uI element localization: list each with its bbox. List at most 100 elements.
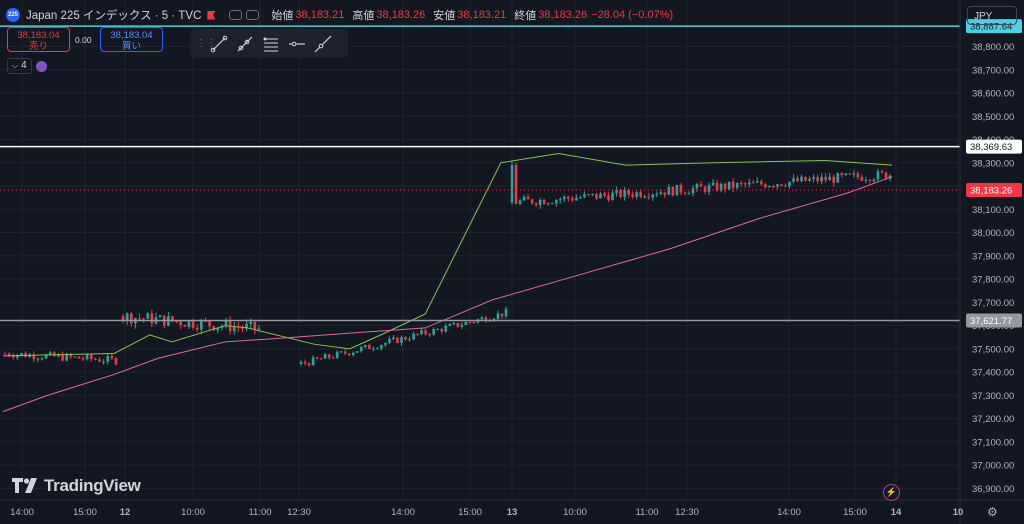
candle-body: [360, 347, 363, 352]
candle-body: [335, 351, 339, 358]
candle-body: [719, 183, 723, 191]
candle-body: [655, 194, 659, 196]
close-value: 38,183.26: [538, 9, 588, 21]
gear-icon[interactable]: ⚙: [987, 505, 998, 519]
candle-body: [880, 171, 884, 173]
y-tick-label: 38,500.00: [972, 112, 1014, 123]
indicators-row: ⌵ 4: [7, 58, 47, 74]
candle-body: [129, 313, 133, 324]
candle-body: [416, 333, 419, 335]
extended-line-tool-icon[interactable]: [310, 33, 336, 55]
y-tick-label: 38,800.00: [972, 42, 1014, 53]
candle-body: [856, 173, 860, 178]
candle-body: [788, 181, 791, 187]
y-tick-label: 38,100.00: [972, 205, 1014, 216]
candle-body: [432, 329, 435, 335]
price-label-box: [966, 182, 1022, 197]
candle-body: [860, 177, 864, 181]
y-tick-label: 38,000.00: [972, 228, 1014, 239]
candle-body: [868, 179, 872, 181]
menu-toggle-icon[interactable]: [246, 10, 260, 20]
candle-body: [534, 203, 538, 206]
y-tick-label: 38,700.00: [972, 65, 1014, 76]
sell-button[interactable]: 38,183.04 売り: [7, 27, 70, 52]
candle-body: [183, 325, 187, 327]
candle-body: [412, 333, 415, 340]
candle-body: [796, 178, 799, 182]
horizontal-line-tool-icon[interactable]: [284, 33, 310, 55]
ray-tool-icon[interactable]: [232, 33, 258, 55]
candle-body: [232, 326, 236, 332]
x-tick-label: 10:00: [181, 507, 205, 518]
tradingview-logo-icon: [12, 478, 37, 493]
fib-retracement-tool-icon[interactable]: [258, 33, 284, 55]
x-tick-label: 12:30: [675, 507, 699, 518]
candle-body: [343, 351, 347, 354]
candle-body: [468, 321, 472, 323]
candle-body: [735, 183, 739, 188]
y-tick-label: 37,300.00: [972, 391, 1014, 402]
candle-body: [77, 356, 81, 359]
candle-body: [245, 324, 248, 329]
candle-body: [191, 320, 195, 328]
symbol-legend[interactable]: 225 Japan 225 インデックス · 5 · TVC 始値 38,183…: [6, 7, 673, 23]
y-tick-label: 37,400.00: [972, 368, 1014, 379]
change-value: −28.04 (−0.07%): [591, 9, 674, 21]
candle-body: [372, 348, 375, 350]
candle-body: [639, 192, 642, 198]
buy-button[interactable]: 38,183.04 買い: [100, 27, 163, 52]
candle-body: [667, 186, 671, 195]
candle-body: [331, 357, 335, 359]
flag-icon[interactable]: [207, 10, 216, 20]
indicator-count: 4: [21, 60, 27, 71]
symbol-name[interactable]: Japan 225 インデックス · 5 · TVC: [26, 10, 202, 22]
low-value: 38,183.21: [457, 9, 507, 21]
eye-toggle-icon[interactable]: [229, 10, 243, 20]
candle-body: [424, 330, 427, 335]
flash-icon[interactable]: ⚡: [883, 484, 900, 501]
candle-body: [800, 176, 803, 182]
x-tick-label: 10:00: [563, 507, 587, 518]
candle-body: [816, 177, 819, 182]
candle-body: [16, 355, 19, 358]
candle-body: [743, 183, 747, 185]
tradingview-logo[interactable]: TradingView: [12, 476, 141, 496]
candle-body: [448, 324, 452, 326]
candle-body: [784, 185, 787, 187]
open-value: 38,183.21: [295, 9, 345, 21]
spread-value: 0.00: [75, 35, 92, 45]
candle-body: [57, 354, 60, 357]
candle-body: [727, 181, 731, 190]
candle-body: [65, 354, 68, 361]
candle-body: [106, 356, 110, 362]
candle-body: [380, 345, 383, 349]
candle-body: [496, 313, 500, 319]
trend-line-tool-icon[interactable]: [206, 33, 232, 55]
candle-body: [114, 358, 118, 365]
symbol-logo-icon: 225: [6, 8, 20, 22]
y-tick-label: 37,800.00: [972, 275, 1014, 286]
candle-body: [844, 173, 848, 176]
candle-body: [253, 321, 257, 330]
candle-body: [307, 363, 311, 366]
currency-selector[interactable]: JPY: [967, 6, 1017, 25]
candle-body: [472, 322, 476, 324]
candle-body: [484, 317, 488, 322]
candle-body: [44, 354, 48, 359]
candle-body: [820, 176, 823, 182]
candle-body: [683, 192, 687, 194]
x-tick-label: 14:00: [391, 507, 415, 518]
candle-body: [311, 357, 315, 366]
candle-body: [542, 199, 546, 205]
buy-price: 38,183.04: [110, 30, 153, 41]
candle-body: [591, 193, 594, 195]
candle-body: [121, 316, 125, 320]
candle-body: [464, 321, 468, 325]
indicator-status-icon[interactable]: [35, 60, 47, 72]
indicators-toggle[interactable]: ⌵ 4: [7, 58, 32, 74]
x-tick-label: 15:00: [458, 507, 482, 518]
x-tick-label: 14: [891, 507, 902, 518]
candle-body: [756, 181, 759, 183]
drag-handle-icon[interactable]: ⋮⋮: [196, 37, 216, 49]
